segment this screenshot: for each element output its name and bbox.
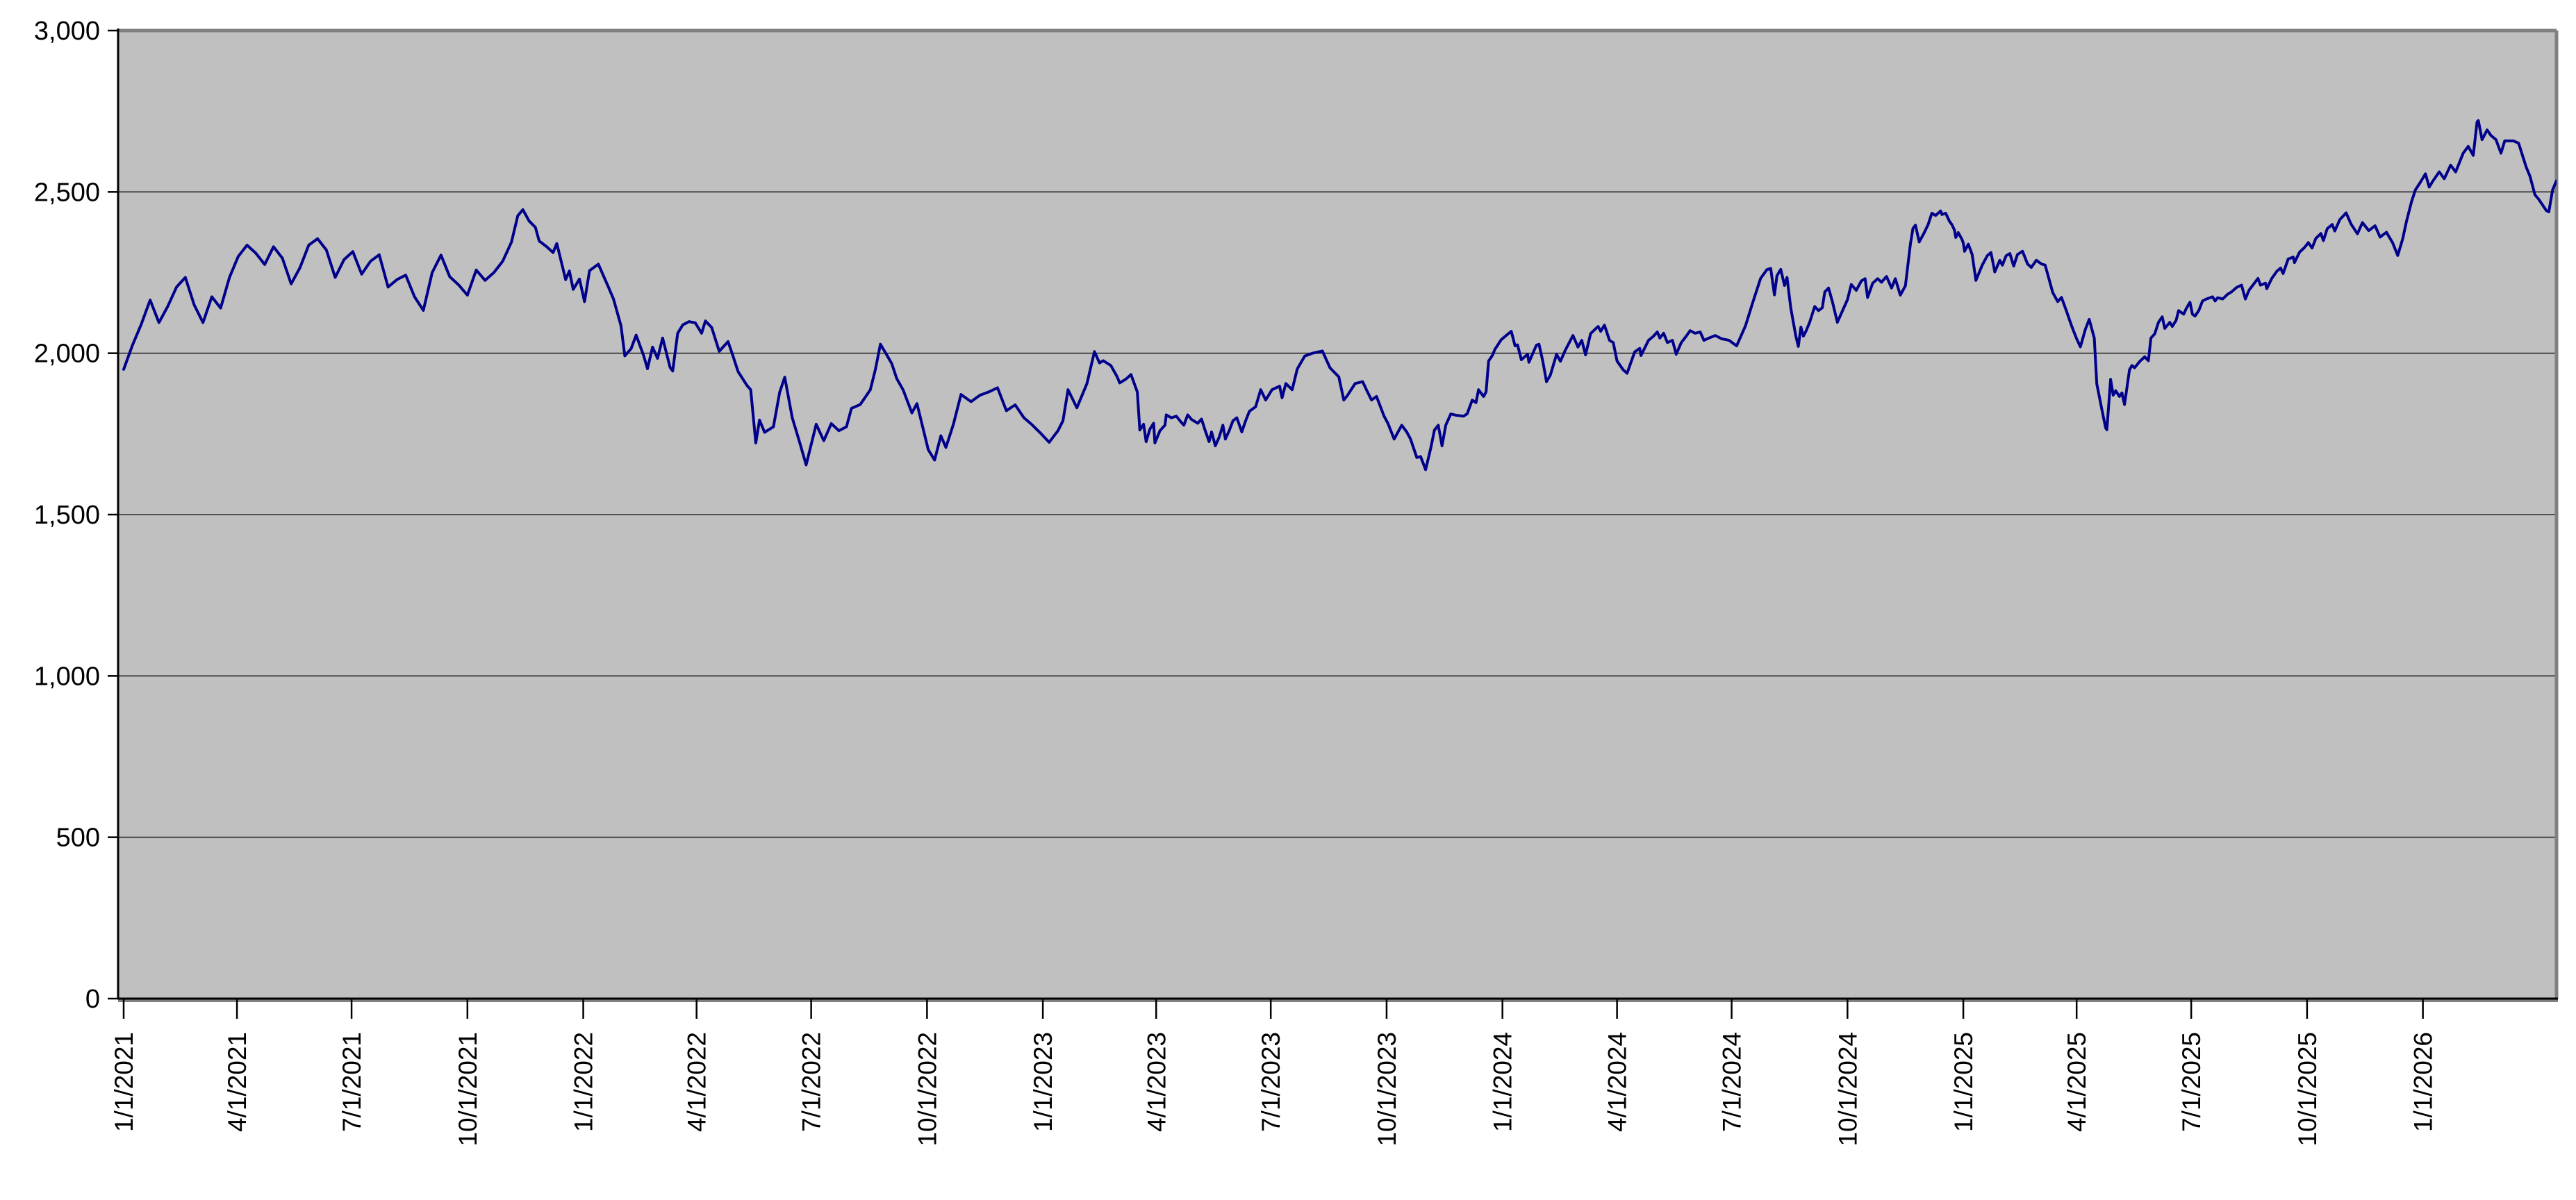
y-tick-label: 1,500	[34, 501, 100, 530]
x-tick-label: 10/1/2023	[1373, 1032, 1401, 1147]
data-line-price-index	[122, 119, 2557, 472]
gridlines	[118, 191, 2557, 838]
x-axis-labels: 1/1/2021 4/1/2021 7/1/2021 10/1/2021 1/1/202…	[110, 999, 2438, 1147]
x-tick-label: 1/1/2026	[2409, 1032, 2438, 1132]
x-tick-label: 1/1/2024	[1489, 1032, 1517, 1132]
x-tick-label: 1/1/2023	[1029, 1032, 1057, 1132]
x-tick-label: 4/1/2025	[2063, 1032, 2091, 1132]
x-tick-label: 1/1/2025	[1949, 1032, 1978, 1132]
x-tick-label: 7/1/2023	[1257, 1032, 1285, 1132]
y-axis-labels: 0 500 1,000 1,500 2,000 2,500 3,000	[34, 17, 118, 1014]
x-tick-label: 7/1/2022	[798, 1032, 826, 1132]
x-tick-label: 7/1/2024	[1718, 1032, 1747, 1132]
y-tick-label: 2,500	[34, 178, 100, 207]
x-tick-label: 10/1/2024	[1833, 1032, 1862, 1147]
plot-border	[118, 28, 2559, 1002]
x-tick-label: 4/1/2022	[683, 1032, 711, 1132]
y-tick-label: 2,000	[34, 340, 100, 369]
x-tick-label: 10/1/2022	[913, 1032, 941, 1147]
x-tick-label: 1/1/2021	[110, 1032, 138, 1132]
x-tick-label: 4/1/2024	[1603, 1032, 1632, 1132]
y-tick-label: 500	[56, 824, 100, 853]
x-tick-label: 4/1/2021	[223, 1032, 251, 1132]
y-tick-label: 1,000	[34, 662, 100, 691]
x-tick-label: 1/1/2022	[570, 1032, 598, 1132]
x-tick-label: 10/1/2025	[2293, 1032, 2322, 1147]
x-tick-label: 10/1/2021	[454, 1032, 482, 1147]
x-tick-label: 7/1/2021	[338, 1032, 366, 1132]
y-tick-label: 3,000	[34, 17, 100, 46]
x-tick-label: 7/1/2025	[2177, 1032, 2206, 1132]
y-tick-label: 0	[85, 985, 100, 1014]
x-tick-label: 4/1/2023	[1142, 1032, 1171, 1132]
